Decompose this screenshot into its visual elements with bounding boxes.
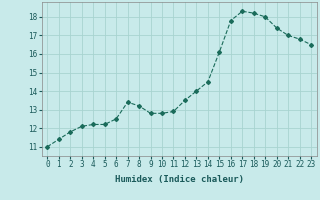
X-axis label: Humidex (Indice chaleur): Humidex (Indice chaleur) (115, 175, 244, 184)
